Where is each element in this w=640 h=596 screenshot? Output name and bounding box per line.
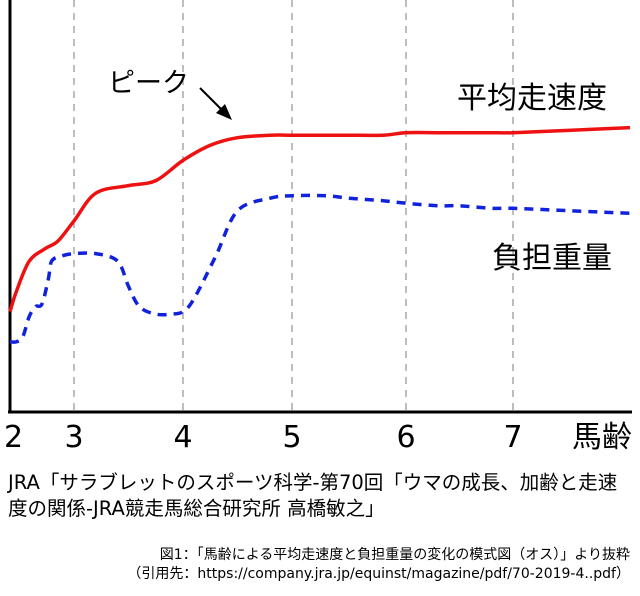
caption-line-2: （引用先：https://company.jra.jp/equinst/maga…: [127, 566, 630, 582]
series-line-average-speed: [8, 125, 631, 313]
x-axis-end-label: 馬齢: [572, 420, 632, 455]
series-label-weight: 負担重量: [492, 241, 612, 276]
annotation-arrow: [199, 87, 232, 120]
figure-caption: 図1：「馬齢による平均走速度と負担重量の変化の模式図（オス）」より抜粋 （引用先…: [127, 546, 630, 584]
chart: 2 3 4 5 6 7 馬齢 平均走速度 負担重量 ピーク: [4, 0, 632, 455]
series-label-speed: 平均走速度: [457, 81, 607, 116]
x-tick-label-5: 5: [282, 420, 301, 455]
x-tick-label-6: 6: [396, 420, 415, 455]
caption-line-1: 図1：「馬齢による平均走速度と負担重量の変化の模式図（オス）」より抜粋: [159, 547, 630, 563]
x-tick-label-2: 2: [4, 420, 23, 455]
grid-lines: [73, 0, 514, 410]
x-tick-label-7: 7: [503, 420, 522, 455]
source-text: JRA「サラブレットのスポーツ科学-第70回「ウマの成長、加齢と走速度の関係-J…: [8, 471, 618, 520]
x-tick-label-3: 3: [64, 420, 83, 455]
series-line-burden-weight: [9, 193, 631, 344]
x-tick-label-4: 4: [173, 420, 192, 455]
annotation-peak: ピーク: [108, 68, 189, 99]
series-layer: [8, 125, 631, 344]
x-tick-labels: 2 3 4 5 6 7: [4, 420, 523, 455]
